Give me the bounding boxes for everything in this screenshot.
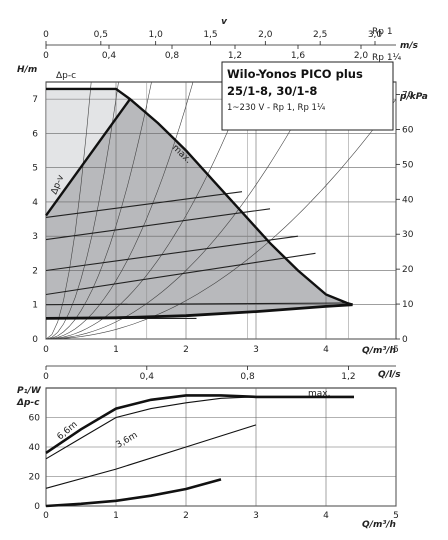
power-x-tick-label: 3 bbox=[253, 511, 259, 521]
power-x-tick-label: 4 bbox=[323, 511, 329, 521]
title-box bbox=[221, 61, 394, 131]
power-x-label: Q/m³/h bbox=[362, 520, 396, 530]
power-y-tick-label: 20 bbox=[29, 473, 41, 483]
velocity-label: v bbox=[221, 17, 228, 27]
min-curve bbox=[45, 303, 353, 320]
control-line bbox=[45, 235, 299, 272]
rp114-tick-label: 0,4 bbox=[102, 51, 117, 61]
power-series-line bbox=[45, 424, 257, 489]
chart-title-line-2: 25/1-8, 30/1-8 bbox=[227, 84, 317, 98]
y-tick-label: 6 bbox=[32, 129, 38, 139]
system-curve bbox=[45, 81, 92, 340]
x-tick-label: 0 bbox=[43, 345, 49, 355]
x-tick-label: 3 bbox=[253, 345, 259, 355]
control-line bbox=[45, 302, 348, 306]
y-tick-label: 4 bbox=[32, 198, 38, 208]
right-tick-label: 70 bbox=[402, 90, 414, 100]
control-line bbox=[45, 208, 271, 241]
rp114-tick-label: 1,6 bbox=[291, 51, 306, 61]
power-series-line bbox=[45, 396, 253, 460]
rp114-label: Rp 1¼ bbox=[372, 53, 402, 63]
control-line bbox=[45, 191, 243, 218]
y-tick-label: 3 bbox=[32, 232, 38, 242]
power-x-tick-label: 0 bbox=[43, 511, 49, 521]
chart-title-line-1: Wilo-Yonos PICO plus bbox=[227, 67, 363, 81]
system-curve bbox=[45, 81, 152, 340]
ls-tick-label: 0 bbox=[43, 372, 49, 382]
right-axis-label: p/kPa bbox=[399, 92, 428, 102]
ls-tick-label: 0,4 bbox=[140, 372, 155, 382]
rp1-tick-label: 1,5 bbox=[203, 30, 217, 40]
rp114-tick-label: 0 bbox=[43, 51, 49, 61]
power-y-label-1: P₁/W bbox=[17, 386, 42, 396]
power-y-tick-label: 60 bbox=[29, 414, 41, 424]
velocity-unit-label: m/s bbox=[400, 41, 419, 51]
dpc-region bbox=[46, 88, 130, 216]
ls-axis-label: Q/l/s bbox=[378, 370, 401, 380]
power-y-tick-label: 0 bbox=[34, 502, 40, 512]
power-x-tick-label: 1 bbox=[113, 511, 119, 521]
x-tick-label: 4 bbox=[323, 345, 329, 355]
y-axis-label: H/m bbox=[17, 65, 37, 75]
chart-subtitle: 1~230 V - Rp 1, Rp 1¼ bbox=[227, 103, 325, 113]
power-y-label-2: Δp-c bbox=[16, 398, 40, 408]
system-curve bbox=[45, 81, 119, 340]
dpv-line bbox=[45, 98, 131, 217]
right-tick-label: 40 bbox=[402, 195, 414, 205]
rp114-tick-label: 1,2 bbox=[228, 51, 242, 61]
system-curve bbox=[45, 98, 397, 340]
y-tick-label: 0 bbox=[32, 335, 38, 345]
y-tick-label: 1 bbox=[32, 301, 38, 311]
rp1-tick-label: 2,0 bbox=[258, 30, 273, 40]
x-tick-label: 1 bbox=[113, 345, 119, 355]
rp1-tick-label: 0,5 bbox=[94, 30, 108, 40]
rp1-tick-label: 3,0 bbox=[368, 30, 383, 40]
power-max-label: max. bbox=[308, 389, 330, 399]
ls-tick-label: 1,2 bbox=[341, 372, 355, 382]
dpv-region bbox=[46, 99, 353, 319]
system-curve bbox=[45, 81, 249, 340]
flow-ls-axis: 0 0,4 0,8 1,2 bbox=[43, 365, 396, 382]
system-curve bbox=[45, 81, 194, 340]
rp1-tick-label: 0 bbox=[43, 30, 49, 40]
power-grid bbox=[45, 388, 397, 507]
right-tick-label: 10 bbox=[402, 300, 414, 310]
right-tick-label: 0 bbox=[402, 335, 408, 345]
power-x-tick-label: 5 bbox=[393, 511, 399, 521]
y-tick-label: 2 bbox=[32, 266, 38, 276]
power-tick-labels: 0 1 2 3 4 5 0 20 40 60 bbox=[29, 414, 399, 522]
power-y-tick-label: 40 bbox=[29, 443, 41, 453]
max-curve bbox=[46, 87, 353, 306]
control-line bbox=[45, 252, 316, 296]
velocity-axis: 0 0,5 1,0 1,5 2,0 2,5 3,0 0 0,4 0,8 1,2 1,6 2,0 v m/s R… bbox=[43, 17, 419, 63]
y-tick-label: 5 bbox=[32, 164, 38, 174]
x-tick-label: 5 bbox=[393, 345, 399, 355]
rp1-label: Rp 1 bbox=[372, 27, 393, 37]
rp1-tick-label: 2,5 bbox=[313, 30, 327, 40]
rp1-tick-label: 1,0 bbox=[149, 30, 164, 40]
power-series-line bbox=[45, 394, 354, 454]
rp114-tick-label: 0,8 bbox=[165, 51, 180, 61]
x-tick-label: 2 bbox=[183, 345, 189, 355]
right-tick-label: 60 bbox=[402, 125, 414, 135]
right-tick-label: 30 bbox=[402, 230, 414, 240]
x-axis-label: Q/m³/h bbox=[362, 346, 396, 356]
y-tick-label: 7 bbox=[32, 95, 38, 105]
dpc-label: Δp-c bbox=[56, 71, 76, 81]
power-series-line bbox=[45, 478, 222, 508]
right-tick-label: 20 bbox=[402, 265, 414, 275]
right-tick-label: 50 bbox=[402, 160, 414, 170]
power-series bbox=[45, 394, 354, 508]
rp114-tick-label: 2,0 bbox=[354, 51, 369, 61]
power-x-tick-label: 2 bbox=[183, 511, 189, 521]
ls-tick-label: 0,8 bbox=[240, 372, 255, 382]
